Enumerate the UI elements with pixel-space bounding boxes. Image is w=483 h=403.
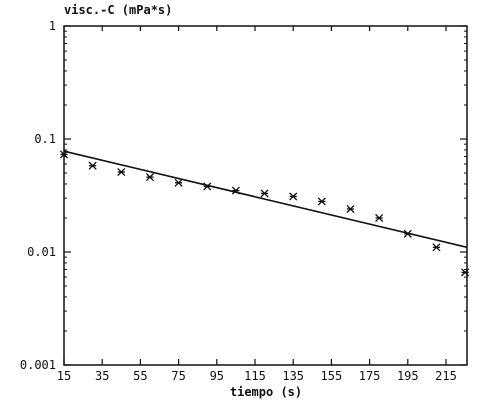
x-tick-label: 215 — [435, 369, 457, 383]
x-tick-label: 135 — [282, 369, 304, 383]
plot-frame — [63, 25, 468, 366]
data-points-layer — [59, 150, 470, 277]
x-axis-ticks: 15 35 55 75 95 115 135 155 175 195 215 — [57, 26, 457, 383]
x-tick-label: 95 — [210, 369, 224, 383]
fit-line-layer — [63, 150, 468, 249]
y-tick-label: 0.001 — [20, 358, 56, 372]
data-point — [260, 189, 269, 198]
data-point — [432, 243, 441, 252]
data-point — [403, 229, 412, 238]
x-tick-label: 195 — [397, 369, 419, 383]
data-point — [203, 182, 212, 191]
x-tick-label: 55 — [133, 369, 147, 383]
x-tick-label: 115 — [244, 369, 266, 383]
x-tick-label: 15 — [57, 369, 71, 383]
x-tick-label: 175 — [359, 369, 381, 383]
data-point — [145, 173, 155, 182]
data-point — [231, 186, 240, 195]
data-point — [174, 178, 183, 187]
y-axis-label: visc.-C (mPa*s) — [64, 3, 172, 17]
data-point — [59, 150, 69, 159]
x-tick-label: 75 — [171, 369, 185, 383]
data-point — [346, 204, 355, 214]
y-tick-label: 0.01 — [27, 245, 56, 259]
y-tick-label: 0.1 — [34, 132, 56, 146]
x-tick-label: 35 — [95, 369, 109, 383]
x-tick-label: 155 — [321, 369, 343, 383]
data-point — [88, 161, 97, 170]
fit-line — [63, 150, 468, 249]
x-axis-label: tiempo (s) — [230, 385, 302, 399]
y-axis-ticks: 1 0.1 0.01 0.001 — [20, 19, 467, 372]
data-point — [375, 213, 384, 223]
data-point — [117, 167, 126, 177]
y-tick-label: 1 — [49, 19, 56, 33]
data-point — [461, 268, 470, 277]
data-point — [317, 197, 326, 206]
data-point — [289, 192, 298, 201]
